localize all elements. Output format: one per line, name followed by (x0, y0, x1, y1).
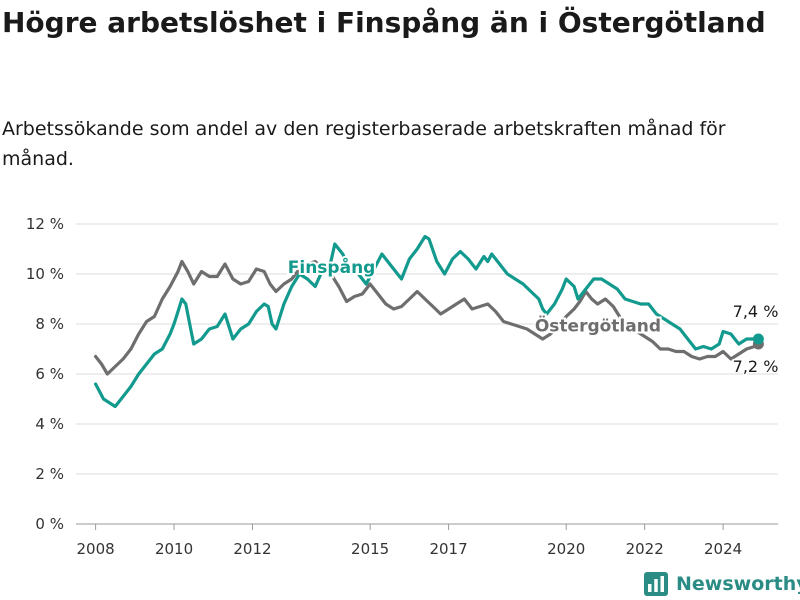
series-line-finsp-ng (94, 234, 760, 409)
series-lines (94, 234, 764, 409)
line-chart: 0 % 2 % 4 % 6 % 8 % 10 % 12 % 2008 2010 2012 2015… (26, 215, 780, 558)
x-tick-label: 2010 (155, 540, 193, 558)
page-subtitle: Arbetssökande som andel av den registerb… (2, 118, 726, 170)
x-tick-label: 2008 (77, 540, 115, 558)
brand-name: Newsworthy (676, 573, 800, 595)
bar-chart-logo-icon (644, 572, 668, 596)
series-label: Finspång (288, 256, 376, 278)
x-tick-label: 2022 (626, 540, 664, 558)
x-tick-label: 2015 (351, 540, 389, 558)
x-tick-label: 2017 (429, 540, 467, 558)
series-label: Östergötland (535, 315, 661, 337)
page-title: Högre arbetslöshet i Finspång än i Öster… (2, 6, 766, 39)
x-tick-label: 2020 (547, 540, 585, 558)
newsworthy-logo: Newsworthy (644, 570, 800, 598)
series-endpoint-finsp-ng (752, 333, 764, 345)
series-line--sterg-tland (94, 259, 760, 376)
y-axis-tick-labels: 0 % 2 % 4 % 6 % 8 % 10 % 12 % (26, 215, 64, 533)
x-axis-tick-labels: 2008 2010 2012 2015 2017 2020 2022 2024 (77, 524, 742, 558)
grid-lines (76, 223, 778, 525)
x-tick-label: 2024 (704, 540, 742, 558)
y-tick-label: 2 % (35, 465, 64, 483)
y-tick-label: 6 % (35, 365, 64, 383)
end-value-label: 7,4 % (733, 302, 779, 321)
x-tick-label: 2012 (233, 540, 271, 558)
y-tick-label: 8 % (35, 315, 64, 333)
y-tick-label: 4 % (35, 415, 64, 433)
y-tick-label: 10 % (26, 265, 64, 283)
y-tick-label: 0 % (35, 515, 64, 533)
y-tick-label: 12 % (26, 215, 64, 233)
end-value-label: 7,2 % (733, 357, 779, 376)
series-labels: Finspång Östergötland 7,4 % 7,2 % (286, 254, 780, 378)
